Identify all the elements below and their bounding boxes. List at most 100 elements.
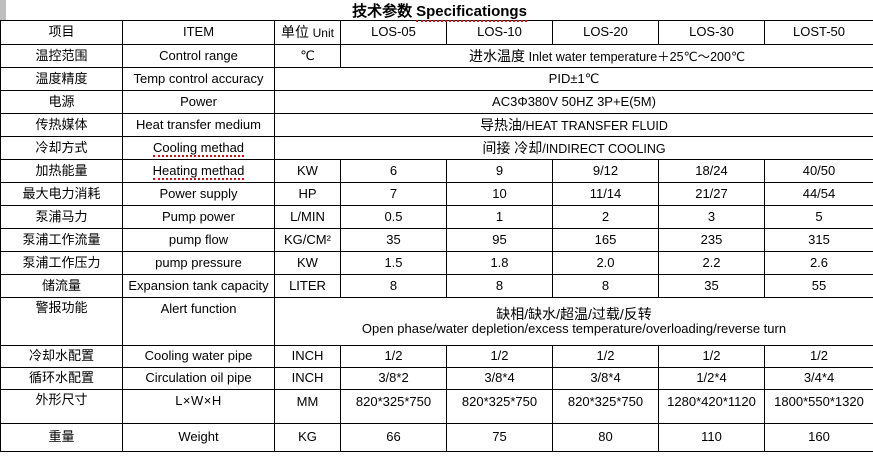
table-row: 储流量 Expansion tank capacity LITER 8 8 8 … [0, 274, 873, 298]
row-value: 315 [764, 228, 873, 252]
row-value: 2.0 [552, 251, 659, 275]
row-value: 1800*550*1320 [764, 389, 873, 424]
row-value: 95 [446, 228, 553, 252]
row-value: 35 [340, 228, 447, 252]
row-name-en: Cooling water pipe [122, 345, 275, 368]
row-name-en: Power [122, 90, 275, 114]
page-title-en: Specificationgs [416, 2, 527, 22]
row-name-cn: 警报功能 [0, 297, 123, 346]
row-merged-value: 导热油/HEAT TRANSFER FLUID [274, 113, 873, 137]
row-value: 2 [552, 205, 659, 229]
row-name-en: Control range [122, 44, 275, 68]
row-value: 1.5 [340, 251, 447, 275]
table-row: 传热媒体 Heat transfer medium 导热油/HEAT TRANS… [0, 113, 873, 137]
row-value: 9/12 [552, 159, 659, 183]
row-value: 1/2 [764, 345, 873, 368]
row-unit: KG [274, 423, 341, 452]
row-value: 1.8 [446, 251, 553, 275]
specifications-table: 项目 ITEM 单位 Unit LOS-05 LOS-10 LOS-20 LOS… [0, 20, 873, 452]
header-unit-cn: 单位 [281, 24, 310, 41]
row-merged-value: PID±1℃ [274, 67, 873, 91]
table-row: 加热能量 Heating methad KW 6 9 9/12 18/24 40… [0, 159, 873, 183]
row-value: 1 [446, 205, 553, 229]
row-unit: KW [274, 159, 341, 183]
row-name-cn: 泵浦工作压力 [0, 251, 123, 275]
header-unit-en: Unit [312, 26, 334, 41]
row-merged-value-en: /HEAT TRANSFER FLUID [522, 118, 668, 133]
row-value: 1/2 [340, 345, 447, 368]
table-row: 温控范围 Control range ℃ 进水温度 Inlet water te… [0, 44, 873, 68]
row-name-cn: 泵浦马力 [0, 205, 123, 229]
table-row: 冷却水配置 Cooling water pipe INCH 1/2 1/2 1/… [0, 345, 873, 368]
table-row: 外形尺寸 L×W×H MM 820*325*750 820*325*750 82… [0, 389, 873, 424]
row-value: 75 [446, 423, 553, 452]
row-value: 110 [658, 423, 765, 452]
row-value: 1/2 [446, 345, 553, 368]
row-name-en: Circulation oil pipe [122, 367, 275, 390]
table-body: 项目 ITEM 单位 Unit LOS-05 LOS-10 LOS-20 LOS… [0, 20, 873, 452]
row-value: 9 [446, 159, 553, 183]
window-gutter-strip [0, 0, 6, 20]
row-name-en-text: Heating methad [152, 162, 245, 180]
alert-text-en: Open phase/water depletion/excess temper… [361, 321, 787, 337]
row-value: 1/2 [552, 345, 659, 368]
row-unit: KW [274, 251, 341, 275]
row-value: 7 [340, 182, 447, 206]
row-merged-value: 进水温度 Inlet water temperature＋25℃～200℃ [340, 44, 873, 68]
table-row: 重量 Weight KG 66 75 80 110 160 [0, 423, 873, 452]
row-name-en: Expansion tank capacity [122, 274, 275, 298]
row-name-cn: 最大电力消耗 [0, 182, 123, 206]
row-merged-value-cn: 导热油 [480, 116, 523, 133]
row-value: 3 [658, 205, 765, 229]
row-unit: INCH [274, 367, 341, 390]
row-unit: KG/CM² [274, 228, 341, 252]
row-value: 44/54 [764, 182, 873, 206]
row-name-cn: 电源 [0, 90, 123, 114]
row-name-cn: 储流量 [0, 274, 123, 298]
row-name-cn: 传热媒体 [0, 113, 123, 137]
row-value: 820*325*750 [446, 389, 553, 424]
row-name-cn: 冷却水配置 [0, 345, 123, 368]
row-value: 3/8*2 [340, 367, 447, 390]
row-value: 40/50 [764, 159, 873, 183]
row-name-en: Heat transfer medium [122, 113, 275, 137]
header-model-1: LOS-10 [446, 20, 553, 45]
row-name-cn: 温度精度 [0, 67, 123, 91]
row-value: 8 [552, 274, 659, 298]
row-name-en: Power supply [122, 182, 275, 206]
row-merged-value-cn: 进水温度 [469, 47, 525, 64]
row-value: 11/14 [552, 182, 659, 206]
row-value: 18/24 [658, 159, 765, 183]
row-name-en: Pump power [122, 205, 275, 229]
table-header-row: 项目 ITEM 单位 Unit LOS-05 LOS-10 LOS-20 LOS… [0, 20, 873, 45]
row-name-en: Heating methad [122, 159, 275, 183]
row-value: 0.5 [340, 205, 447, 229]
row-value: 21/27 [658, 182, 765, 206]
table-row: 泵浦马力 Pump power L/MIN 0.5 1 2 3 5 [0, 205, 873, 229]
table-row: 最大电力消耗 Power supply HP 7 10 11/14 21/27 … [0, 182, 873, 206]
table-row: 电源 Power AC3Φ380V 50HZ 3P+E(5M) [0, 90, 873, 114]
table-row: 警报功能 Alert function 缺相/缺水/超温/过载/反转 Open … [0, 297, 873, 346]
row-name-cn: 重量 [0, 423, 123, 452]
header-item-cn: 项目 [0, 20, 123, 45]
header-model-2: LOS-20 [552, 20, 659, 45]
row-value: 235 [658, 228, 765, 252]
row-value: 1/2*4 [658, 367, 765, 390]
header-unit: 单位 Unit [274, 20, 341, 45]
table-row: 泵浦工作流量 pump flow KG/CM² 35 95 165 235 31… [0, 228, 873, 252]
row-name-en: Weight [122, 423, 275, 452]
page-title-cn: 技术参数 [352, 2, 413, 20]
row-value: 35 [658, 274, 765, 298]
table-row: 冷却方式 Cooling methad 间接 冷却/INDIRECT COOLI… [0, 136, 873, 160]
row-name-cn: 泵浦工作流量 [0, 228, 123, 252]
row-name-cn: 外形尺寸 [0, 389, 123, 424]
row-value: 8 [340, 274, 447, 298]
row-name-cn: 温控范围 [0, 44, 123, 68]
alert-text-cn: 缺相/缺水/超温/过载/反转 [496, 305, 652, 322]
row-value: 6 [340, 159, 447, 183]
row-name-en-text: Cooling methad [152, 139, 245, 157]
row-unit: L/MIN [274, 205, 341, 229]
row-name-en: Temp control accuracy [122, 67, 275, 91]
row-alert-value: 缺相/缺水/超温/过载/反转 Open phase/water depletio… [274, 297, 873, 346]
row-value: 1/2 [658, 345, 765, 368]
